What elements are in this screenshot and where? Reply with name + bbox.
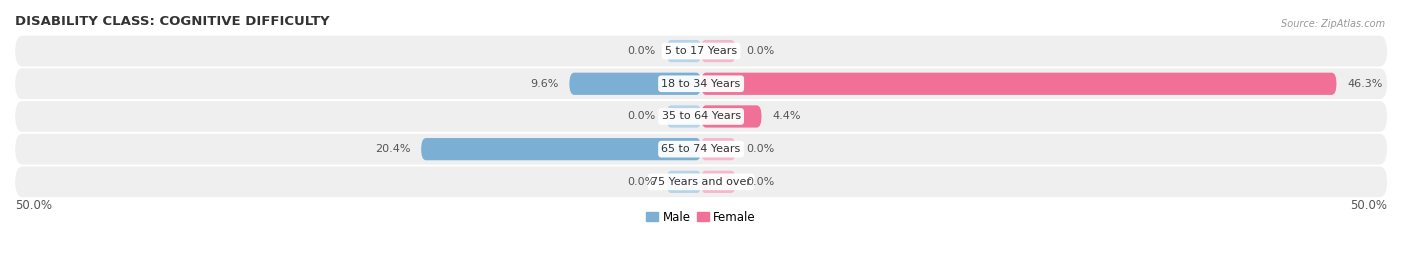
FancyBboxPatch shape (702, 138, 735, 160)
FancyBboxPatch shape (15, 134, 1388, 165)
Text: 65 to 74 Years: 65 to 74 Years (661, 144, 741, 154)
Text: 0.0%: 0.0% (747, 46, 775, 56)
FancyBboxPatch shape (422, 138, 702, 160)
Text: 35 to 64 Years: 35 to 64 Years (662, 111, 741, 122)
Legend: Male, Female: Male, Female (641, 206, 761, 228)
Text: 0.0%: 0.0% (747, 144, 775, 154)
FancyBboxPatch shape (702, 105, 762, 128)
Text: Source: ZipAtlas.com: Source: ZipAtlas.com (1281, 19, 1385, 29)
FancyBboxPatch shape (702, 171, 735, 193)
Text: 50.0%: 50.0% (15, 199, 52, 212)
FancyBboxPatch shape (569, 73, 702, 95)
Text: 0.0%: 0.0% (627, 46, 655, 56)
Text: 0.0%: 0.0% (747, 177, 775, 187)
Text: 46.3%: 46.3% (1347, 79, 1384, 89)
FancyBboxPatch shape (702, 40, 735, 62)
Text: 4.4%: 4.4% (772, 111, 801, 122)
Text: 75 Years and over: 75 Years and over (651, 177, 751, 187)
FancyBboxPatch shape (666, 171, 702, 193)
Text: 50.0%: 50.0% (1350, 199, 1388, 212)
Text: 18 to 34 Years: 18 to 34 Years (661, 79, 741, 89)
FancyBboxPatch shape (15, 36, 1388, 66)
Text: 0.0%: 0.0% (627, 111, 655, 122)
FancyBboxPatch shape (666, 105, 702, 128)
FancyBboxPatch shape (702, 73, 1337, 95)
FancyBboxPatch shape (15, 101, 1388, 132)
FancyBboxPatch shape (15, 167, 1388, 197)
Text: 9.6%: 9.6% (530, 79, 558, 89)
Text: 5 to 17 Years: 5 to 17 Years (665, 46, 737, 56)
Text: 20.4%: 20.4% (375, 144, 411, 154)
FancyBboxPatch shape (666, 40, 702, 62)
Text: DISABILITY CLASS: COGNITIVE DIFFICULTY: DISABILITY CLASS: COGNITIVE DIFFICULTY (15, 15, 329, 28)
FancyBboxPatch shape (15, 68, 1388, 99)
Text: 0.0%: 0.0% (627, 177, 655, 187)
